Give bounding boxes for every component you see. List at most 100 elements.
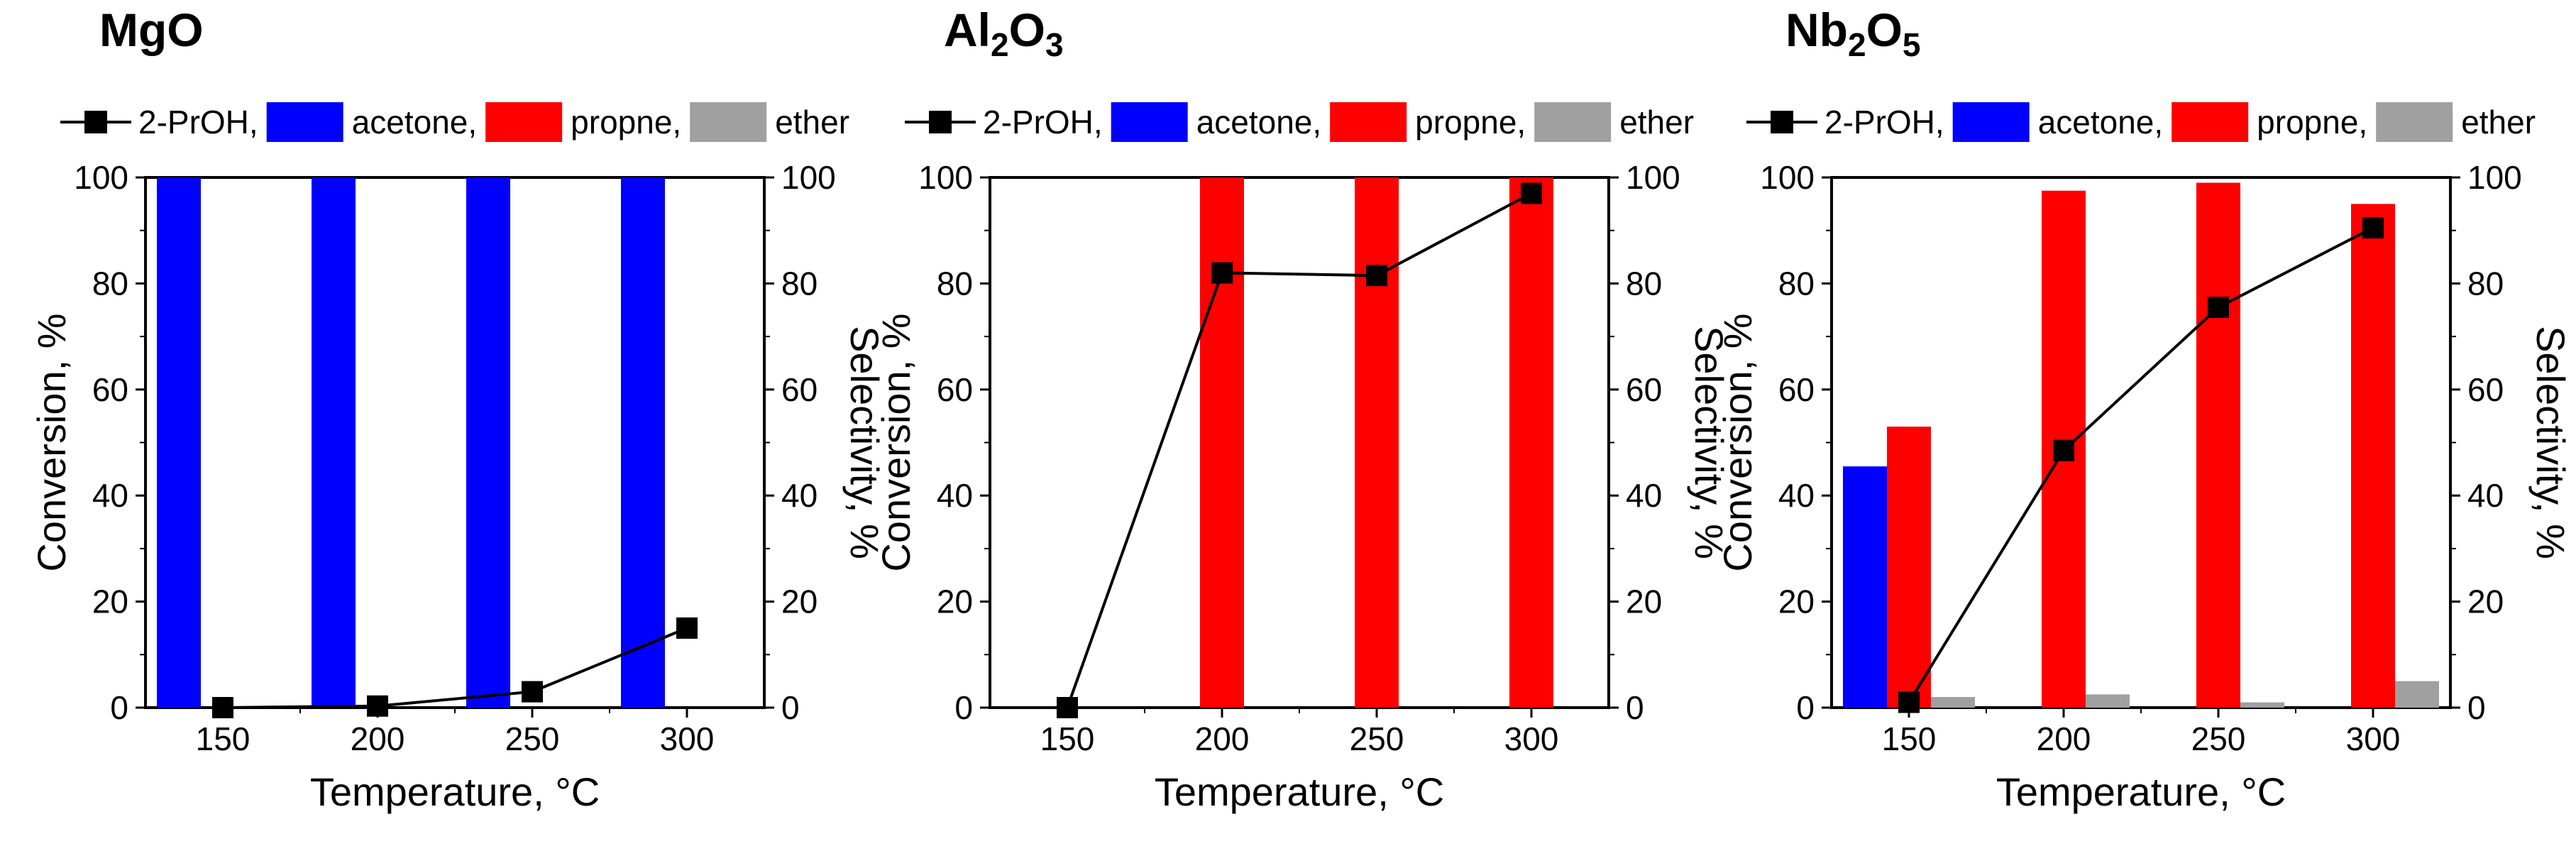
legend-swatch-ether: [690, 102, 767, 142]
legend-marker-2-proh: [1771, 111, 1793, 133]
bar-acetone-150: [157, 177, 201, 708]
y-tick-label-right: 60: [1626, 371, 1662, 408]
y-tick-label-left: 60: [92, 371, 128, 408]
x-tick-label: 200: [2037, 720, 2091, 757]
conversion-point-300: [1521, 182, 1542, 204]
plot-frame: [144, 176, 766, 709]
legend-label: acetone,: [1196, 104, 1321, 141]
x-axis-label: Temperature, °C: [310, 769, 600, 814]
conversion-point-250: [2208, 297, 2229, 319]
ticks: 150 200 250 300 0 0 20 20 40 40 60 60 80 80 100 100: [74, 159, 836, 757]
bar-propne-300: [2351, 204, 2395, 708]
legend: 2-PrOH, acetone, propne, ether: [1746, 102, 2536, 142]
bar-ether-250: [2240, 702, 2284, 708]
bar-propne-200: [1200, 177, 1244, 708]
y-tick-label-right: 0: [781, 689, 800, 726]
y-tick-label-left: 40: [937, 477, 973, 514]
x-tick-label: 150: [1040, 720, 1095, 757]
x-tick-label: 200: [1195, 720, 1250, 757]
panel-title: Nb2O5: [1785, 4, 1921, 63]
x-tick-label: 150: [196, 720, 251, 757]
legend-swatch-acetone: [1111, 102, 1188, 142]
y-tick-label-right: 80: [2467, 265, 2504, 302]
legend-label: ether: [1619, 104, 1694, 141]
y-tick-label-right: 20: [781, 583, 818, 620]
legend-swatch-acetone: [266, 102, 343, 142]
y-tick-label-right: 80: [1626, 265, 1662, 302]
y-tick-label-left: 0: [1796, 689, 1815, 726]
bar-propne-250: [1355, 177, 1399, 708]
y-tick-label-right: 40: [2467, 477, 2504, 514]
conversion-point-300: [2362, 216, 2384, 238]
legend-label: ether: [775, 104, 849, 141]
conversion-point-200: [2053, 439, 2074, 461]
legend-label: propne,: [571, 104, 681, 141]
bar-propne-300: [1509, 177, 1553, 708]
panel-title: Al2O3: [944, 4, 1064, 63]
y-tick-label-left: 80: [92, 265, 128, 302]
x-tick-label: 300: [2346, 720, 2401, 757]
y-tick-label-left: 100: [1760, 159, 1815, 196]
x-axis-label: Temperature, °C: [1996, 769, 2286, 814]
y-tick-label-right: 20: [1626, 583, 1662, 620]
legend-swatch-propene: [485, 102, 563, 142]
x-tick-label: 200: [351, 720, 405, 757]
y-tick-label-left: 0: [954, 689, 973, 726]
conversion-line: [1066, 192, 1532, 708]
y-tick-label-right: 80: [781, 265, 818, 302]
y-tick-label-left: 40: [92, 477, 128, 514]
legend-label: 2-PrOH,: [138, 104, 258, 141]
legend-label: propne,: [2257, 104, 2367, 141]
x-tick-label: 300: [660, 720, 715, 757]
y-tick-label-right: 100: [2467, 159, 2522, 196]
panel-title: MgO: [99, 4, 204, 56]
bars: [1200, 177, 1553, 708]
bar-ether-150: [1931, 697, 1975, 708]
y-tick-label-left: 20: [1778, 583, 1815, 620]
bars: [1843, 182, 2439, 708]
y-tick-label-right: 60: [2467, 371, 2504, 408]
legend-swatch-ether: [2376, 102, 2453, 142]
y-tick-label-left: 100: [74, 159, 128, 196]
y-axis-label-left: Conversion, %: [874, 313, 918, 571]
conversion-line: [1908, 226, 2374, 703]
bar-ether-200: [2086, 694, 2130, 708]
legend-swatch-propene: [2172, 102, 2249, 142]
legend-marker-2-proh: [84, 111, 107, 133]
legend-marker-2-proh: [929, 111, 952, 133]
ticks: 150 200 250 300 0 0 20 20 40 40 60 60 80 80 100 100: [1760, 159, 2522, 757]
y-tick-label-left: 40: [1778, 477, 1815, 514]
y-tick-label-left: 100: [918, 159, 973, 196]
y-tick-label-right: 40: [781, 477, 818, 514]
legend: 2-PrOH, acetone, propne, ether: [60, 102, 849, 142]
bar-acetone-150: [1843, 466, 1887, 708]
y-tick-label-right: 100: [781, 159, 836, 196]
legend-swatch-ether: [1534, 102, 1612, 142]
y-axis-label-left: Conversion, %: [29, 313, 74, 571]
legend-label: propne,: [1415, 104, 1526, 141]
y-tick-label-right: 0: [1626, 689, 1644, 726]
legend-swatch-propene: [1330, 102, 1407, 142]
bar-acetone-200: [312, 177, 356, 708]
y-tick-label-left: 80: [937, 265, 973, 302]
y-tick-label-right: 40: [1626, 477, 1662, 514]
y-tick-label-right: 60: [781, 371, 818, 408]
conversion-point-200: [1211, 262, 1233, 284]
legend-label: ether: [2461, 104, 2536, 141]
y-axis-label-left: Conversion, %: [1715, 313, 1760, 571]
x-tick-label: 250: [1350, 720, 1404, 757]
bar-propne-150: [1887, 427, 1931, 708]
conversion-line: [222, 627, 688, 709]
x-tick-label: 300: [1504, 720, 1559, 757]
ticks: 150 200 250 300 0 0 20 20 40 40 60 60 80 80 100 100: [918, 159, 1680, 757]
y-tick-label-left: 80: [1778, 265, 1815, 302]
conversion-point-300: [676, 617, 698, 639]
x-axis-label: Temperature, °C: [1155, 769, 1444, 814]
legend-label: acetone,: [2038, 104, 2163, 141]
legend-label: 2-PrOH,: [1824, 104, 1944, 141]
bar-acetone-250: [466, 177, 510, 708]
y-axis-label-right: Selectivity, %: [2528, 326, 2573, 559]
